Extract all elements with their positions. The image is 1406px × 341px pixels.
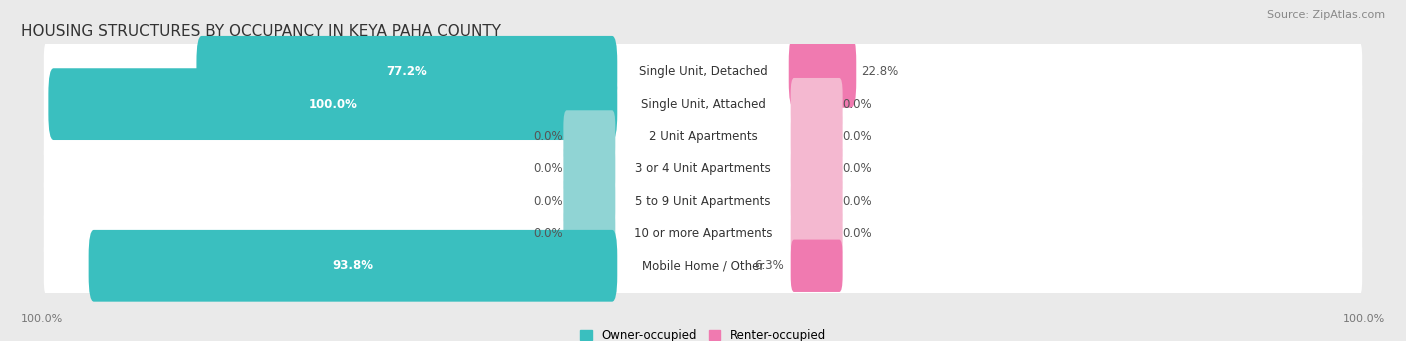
Text: 93.8%: 93.8% xyxy=(332,259,374,272)
Text: 0.0%: 0.0% xyxy=(842,227,872,240)
FancyBboxPatch shape xyxy=(44,74,1362,134)
Text: 5 to 9 Unit Apartments: 5 to 9 Unit Apartments xyxy=(636,195,770,208)
FancyBboxPatch shape xyxy=(790,143,842,195)
Text: 6.3%: 6.3% xyxy=(754,259,783,272)
Text: 0.0%: 0.0% xyxy=(842,98,872,110)
FancyBboxPatch shape xyxy=(44,171,1362,231)
Text: 0.0%: 0.0% xyxy=(534,195,564,208)
Text: 10 or more Apartments: 10 or more Apartments xyxy=(634,227,772,240)
Text: Source: ZipAtlas.com: Source: ZipAtlas.com xyxy=(1267,10,1385,20)
FancyBboxPatch shape xyxy=(44,139,1362,199)
Text: 100.0%: 100.0% xyxy=(21,314,63,324)
FancyBboxPatch shape xyxy=(44,203,1362,264)
Text: Single Unit, Attached: Single Unit, Attached xyxy=(641,98,765,110)
Text: 100.0%: 100.0% xyxy=(1343,314,1385,324)
Text: 2 Unit Apartments: 2 Unit Apartments xyxy=(648,130,758,143)
Text: HOUSING STRUCTURES BY OCCUPANCY IN KEYA PAHA COUNTY: HOUSING STRUCTURES BY OCCUPANCY IN KEYA … xyxy=(21,24,501,39)
Text: 0.0%: 0.0% xyxy=(534,162,564,175)
FancyBboxPatch shape xyxy=(564,175,616,227)
FancyBboxPatch shape xyxy=(564,110,616,163)
FancyBboxPatch shape xyxy=(790,175,842,227)
Text: 3 or 4 Unit Apartments: 3 or 4 Unit Apartments xyxy=(636,162,770,175)
Text: Mobile Home / Other: Mobile Home / Other xyxy=(641,259,765,272)
Text: 100.0%: 100.0% xyxy=(308,98,357,110)
FancyBboxPatch shape xyxy=(44,42,1362,102)
Text: 0.0%: 0.0% xyxy=(534,227,564,240)
FancyBboxPatch shape xyxy=(564,143,616,195)
FancyBboxPatch shape xyxy=(89,230,617,302)
Text: 0.0%: 0.0% xyxy=(534,130,564,143)
Text: 0.0%: 0.0% xyxy=(842,195,872,208)
FancyBboxPatch shape xyxy=(790,207,842,260)
FancyBboxPatch shape xyxy=(564,207,616,260)
Text: Single Unit, Detached: Single Unit, Detached xyxy=(638,65,768,78)
FancyBboxPatch shape xyxy=(197,36,617,108)
FancyBboxPatch shape xyxy=(789,36,856,108)
FancyBboxPatch shape xyxy=(44,236,1362,296)
FancyBboxPatch shape xyxy=(790,240,842,292)
FancyBboxPatch shape xyxy=(48,68,617,140)
FancyBboxPatch shape xyxy=(44,106,1362,166)
Text: 22.8%: 22.8% xyxy=(860,65,898,78)
Text: 0.0%: 0.0% xyxy=(842,130,872,143)
Text: 77.2%: 77.2% xyxy=(387,65,427,78)
Legend: Owner-occupied, Renter-occupied: Owner-occupied, Renter-occupied xyxy=(579,329,827,341)
FancyBboxPatch shape xyxy=(790,78,842,130)
Text: 0.0%: 0.0% xyxy=(842,162,872,175)
FancyBboxPatch shape xyxy=(790,110,842,163)
